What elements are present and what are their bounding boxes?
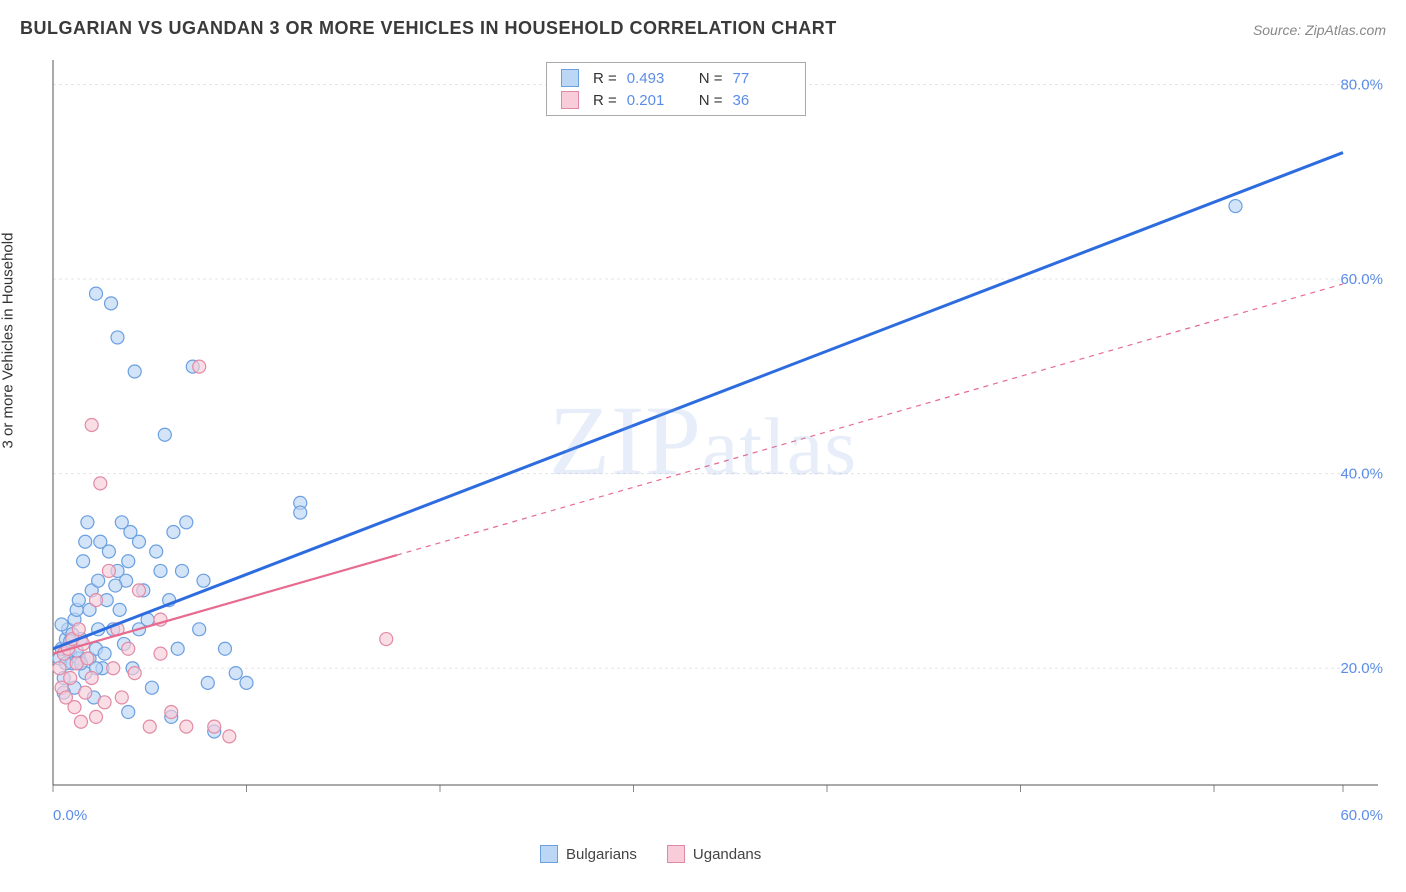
scatter-point <box>201 676 214 689</box>
scatter-point <box>165 706 178 719</box>
scatter-point <box>240 676 253 689</box>
scatter-point <box>53 662 66 675</box>
scatter-point <box>380 633 393 646</box>
scatter-point <box>208 720 221 733</box>
trend-line-extrapolated <box>397 284 1343 555</box>
scatter-point <box>68 701 81 714</box>
y-tick-label: 80.0% <box>1340 76 1383 93</box>
r-label: R = <box>593 92 617 109</box>
scatter-point <box>102 545 115 558</box>
scatter-point <box>90 594 103 607</box>
scatter-point <box>81 516 94 529</box>
scatter-point <box>115 691 128 704</box>
scatter-point <box>176 564 189 577</box>
scatter-point <box>128 667 141 680</box>
chart-svg: 20.0% 40.0% 60.0% 80.0% 0.0% 60.0% <box>48 55 1388 825</box>
x-tick-label: 0.0% <box>53 807 87 824</box>
y-tick-label: 60.0% <box>1340 271 1383 288</box>
scatter-point <box>154 564 167 577</box>
x-tick-label: 60.0% <box>1340 807 1383 824</box>
correlation-chart-container: BULGARIAN VS UGANDAN 3 OR MORE VEHICLES … <box>0 0 1406 892</box>
scatter-point <box>229 667 242 680</box>
scatter-point <box>133 584 146 597</box>
scatter-point <box>74 715 87 728</box>
legend-stats-row: R = 0.201 N = 36 <box>547 89 805 111</box>
scatter-point <box>64 671 77 684</box>
n-value: 36 <box>733 92 781 109</box>
chart-plot-area: 20.0% 40.0% 60.0% 80.0% 0.0% 60.0% <box>48 55 1388 825</box>
scatter-point <box>197 574 210 587</box>
legend-series-label: Bulgarians <box>566 846 637 863</box>
scatter-point <box>167 526 180 539</box>
legend-swatch-icon <box>540 845 558 863</box>
y-axis-label: 3 or more Vehicles in Household <box>0 233 17 449</box>
scatter-point <box>133 535 146 548</box>
r-value: 0.201 <box>627 92 675 109</box>
n-label: N = <box>699 92 723 109</box>
scatter-point <box>171 642 184 655</box>
series-legend: Bulgarians Ugandans <box>540 845 761 863</box>
legend-series-label: Ugandans <box>693 846 761 863</box>
scatter-point <box>128 365 141 378</box>
source-attribution: Source: ZipAtlas.com <box>1253 22 1386 38</box>
scatter-point <box>72 594 85 607</box>
scatter-point <box>180 720 193 733</box>
y-tick-label: 40.0% <box>1340 466 1383 483</box>
scatter-point <box>107 662 120 675</box>
y-tick-label: 20.0% <box>1340 660 1383 677</box>
scatter-point <box>193 623 206 636</box>
scatter-point <box>90 710 103 723</box>
scatter-point <box>143 720 156 733</box>
scatter-point <box>98 696 111 709</box>
scatter-point <box>122 555 135 568</box>
scatter-point <box>122 706 135 719</box>
trend-line <box>53 153 1343 649</box>
scatter-point <box>154 647 167 660</box>
scatter-point <box>294 506 307 519</box>
n-label: N = <box>699 70 723 87</box>
scatter-point <box>105 297 118 310</box>
scatter-point <box>111 331 124 344</box>
scatter-point <box>94 477 107 490</box>
scatter-point <box>79 535 92 548</box>
scatter-point <box>77 555 90 568</box>
scatter-point <box>81 652 94 665</box>
scatter-point <box>158 428 171 441</box>
scatter-point <box>193 360 206 373</box>
scatter-point <box>85 671 98 684</box>
scatter-point <box>98 647 111 660</box>
scatter-point <box>122 642 135 655</box>
legend-swatch-icon <box>561 91 579 109</box>
legend-series-item: Ugandans <box>667 845 761 863</box>
scatter-point <box>180 516 193 529</box>
scatter-point <box>85 419 98 432</box>
scatter-point <box>223 730 236 743</box>
scatter-point <box>219 642 232 655</box>
scatter-point <box>113 603 126 616</box>
scatter-point <box>1229 200 1242 213</box>
legend-stats-row: R = 0.493 N = 77 <box>547 67 805 89</box>
scatter-point <box>150 545 163 558</box>
scatter-point <box>102 564 115 577</box>
legend-swatch-icon <box>667 845 685 863</box>
chart-title: BULGARIAN VS UGANDAN 3 OR MORE VEHICLES … <box>20 18 837 39</box>
legend-swatch-icon <box>561 69 579 87</box>
scatter-point <box>72 623 85 636</box>
scatter-point <box>145 681 158 694</box>
scatter-point <box>55 618 68 631</box>
r-value: 0.493 <box>627 70 675 87</box>
scatter-point <box>90 287 103 300</box>
n-value: 77 <box>733 70 781 87</box>
correlation-stats-legend: R = 0.493 N = 77 R = 0.201 N = 36 <box>546 62 806 116</box>
scatter-point <box>109 579 122 592</box>
r-label: R = <box>593 70 617 87</box>
scatter-point <box>79 686 92 699</box>
legend-series-item: Bulgarians <box>540 845 637 863</box>
scatter-point <box>92 574 105 587</box>
